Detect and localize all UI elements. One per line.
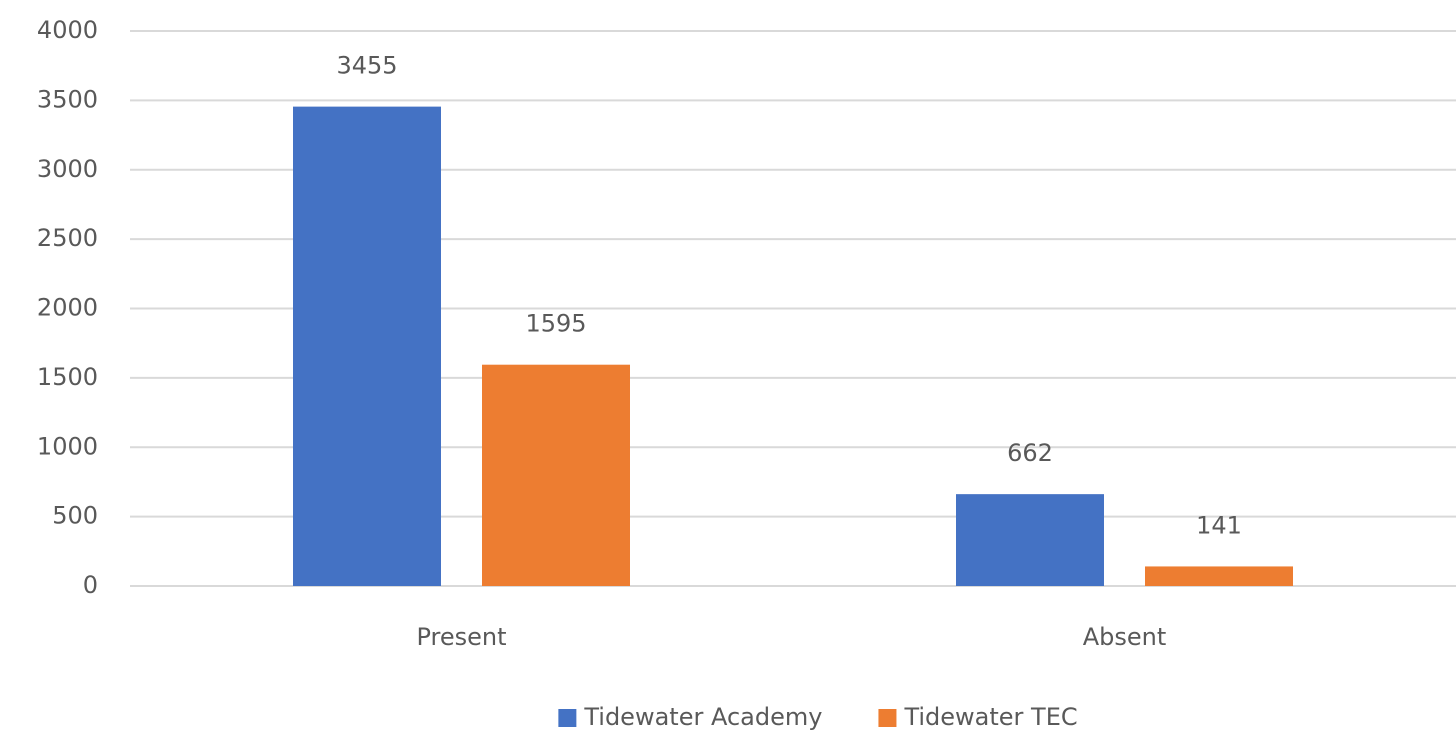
bar [956, 494, 1104, 586]
y-tick-label: 3000 [37, 155, 98, 183]
legend-label: Tidewater Academy [583, 703, 822, 731]
y-tick-label: 0 [83, 571, 98, 599]
data-label: 3455 [336, 52, 397, 80]
legend-label: Tidewater TEC [903, 703, 1077, 731]
data-label: 141 [1196, 511, 1242, 539]
legend-swatch [558, 709, 577, 727]
x-tick-label: Absent [1083, 623, 1167, 651]
x-tick-label: Present [416, 623, 506, 651]
y-tick-label: 1000 [37, 432, 98, 460]
data-label: 1595 [525, 310, 586, 338]
bar [482, 364, 630, 586]
bar [1145, 566, 1293, 586]
y-tick-label: 2000 [37, 294, 98, 322]
y-tick-label: 500 [52, 502, 98, 530]
y-tick-label: 1500 [37, 363, 98, 391]
y-tick-label: 2500 [37, 224, 98, 252]
y-tick-label: 4000 [37, 16, 98, 44]
y-tick-label: 3500 [37, 85, 98, 113]
data-label: 662 [1007, 439, 1053, 467]
bar [293, 106, 441, 587]
legend-swatch [878, 709, 897, 727]
